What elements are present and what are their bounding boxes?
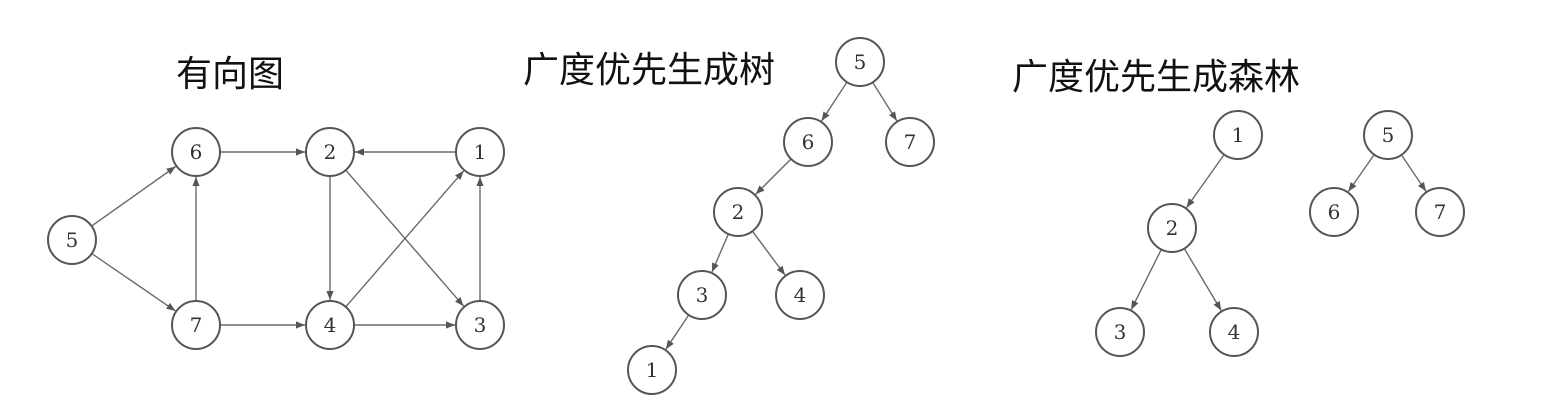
node-circle [47,215,97,265]
node-label: 2 [324,140,337,164]
node-label: 7 [190,313,203,337]
node-label: 4 [794,283,807,307]
bfs-tree-node-2: 2 [713,187,763,237]
node-label: 3 [696,283,709,307]
node-label: 1 [646,358,659,382]
bfs-tree-edge-5-6 [821,81,848,122]
node-circle [455,300,505,350]
bfs-forest-node-6: 6 [1309,187,1359,237]
bfs-forest-node-5: 5 [1363,110,1413,160]
bfs-forest-edge-5-6 [1347,154,1375,192]
node-label: 6 [802,130,815,154]
node-circle [305,127,355,177]
digraph-node-5: 5 [47,215,97,265]
node-circle [1095,307,1145,357]
node-circle [171,127,221,177]
bfs-forest-edge-5-7 [1400,154,1427,192]
digraph-node-1: 1 [455,127,505,177]
digraph-node-2: 2 [305,127,355,177]
node-label: 1 [1232,123,1245,147]
bfs-forest-edge-1-2 [1185,154,1225,209]
bfs-forest-node-3: 3 [1095,307,1145,357]
bfs-tree-edge-3-1 [665,314,690,350]
node-label: 2 [1166,216,1179,240]
bfs-tree-edge-5-7 [872,82,898,122]
node-circle [1209,307,1259,357]
digraph-edge-4-1 [345,170,465,308]
node-label: 5 [1382,123,1395,147]
node-label: 2 [732,200,745,224]
node-circle [305,300,355,350]
node-label: 6 [1328,200,1341,224]
digraph-title: 有向图 [176,54,285,95]
bfs-forest-title: 广度优先生成森林 [1012,57,1301,98]
node-circle [627,345,677,395]
digraph-node-7: 7 [171,300,221,350]
node-circle [1213,110,1263,160]
node-circle [885,117,935,167]
bfs-tree-title: 广度优先生成树 [523,50,776,91]
node-label: 3 [1114,320,1127,344]
node-circle [783,117,833,167]
digraph-edge-5-6 [91,165,177,227]
node-circle [1363,110,1413,160]
bfs-tree-edge-2-3 [711,233,730,273]
node-circle [171,300,221,350]
node-label: 1 [474,140,487,164]
bfs-forest-node-7: 7 [1415,187,1465,237]
node-label: 6 [190,140,203,164]
node-circle [1309,187,1359,237]
node-label: 7 [904,130,917,154]
digraph-edge-5-7 [91,253,176,312]
bfs-forest-node-2: 2 [1147,203,1197,253]
node-label: 7 [1434,200,1447,224]
bfs-forest-node-4: 4 [1209,307,1259,357]
node-circle [677,270,727,320]
node-label: 4 [1228,320,1241,344]
bfs-tree-node-3: 3 [677,270,727,320]
node-circle [835,37,885,87]
node-label: 3 [474,313,487,337]
bfs-tree-edge-2-4 [751,230,786,276]
node-circle [1415,187,1465,237]
node-circle [713,187,763,237]
bfs-forest-node-1: 1 [1213,110,1263,160]
digraph-node-3: 3 [455,300,505,350]
bfs-tree-edge-6-2 [755,158,792,195]
node-circle [455,127,505,177]
bfs-forest-edge-2-3 [1130,249,1162,310]
bfs-tree-node-4: 4 [775,270,825,320]
bfs-tree-node-5: 5 [835,37,885,87]
digraph-node-6: 6 [171,127,221,177]
node-circle [775,270,825,320]
bfs-tree-node-6: 6 [783,117,833,167]
bfs-tree-node-7: 7 [885,117,935,167]
bfs-tree-node-1: 1 [627,345,677,395]
node-label: 5 [66,228,79,252]
node-label: 4 [324,313,337,337]
node-label: 5 [854,50,867,74]
node-circle [1147,203,1197,253]
digraph-node-4: 4 [305,300,355,350]
bfs-forest-edge-2-4 [1183,248,1222,311]
